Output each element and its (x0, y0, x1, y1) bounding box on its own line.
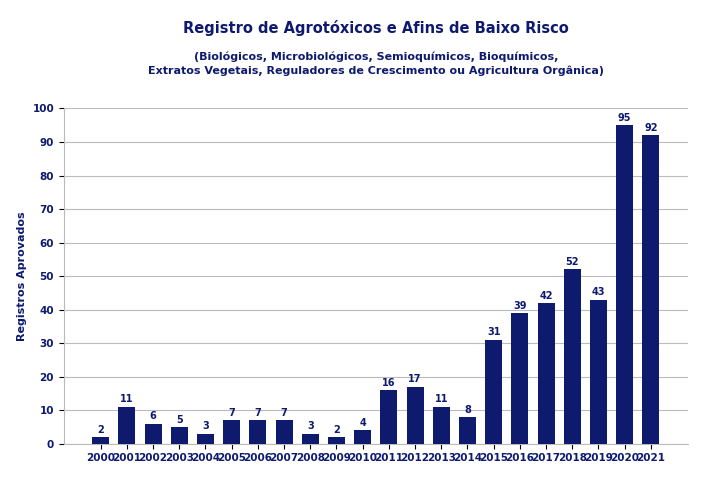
Bar (616, 125, 633, 444)
Text: 17: 17 (408, 374, 422, 385)
Text: 3: 3 (202, 422, 209, 431)
Bar (485, 340, 502, 444)
Text: 2: 2 (97, 424, 104, 435)
Text: Registro de Agrotóxicos e Afins de Baixo Risco: Registro de Agrotóxicos e Afins de Baixo… (183, 20, 569, 35)
Text: 5: 5 (176, 415, 183, 424)
Text: 3: 3 (307, 422, 313, 431)
Bar (459, 417, 476, 444)
Text: (Biológicos, Microbiológicos, Semioquímicos, Bioquímicos,
Extratos Vegetais, Reg: (Biológicos, Microbiológicos, Semioquími… (147, 52, 604, 76)
Bar (118, 407, 135, 444)
Text: 4: 4 (359, 418, 366, 428)
Text: 16: 16 (382, 378, 396, 387)
Text: 31: 31 (487, 327, 501, 337)
Bar (171, 427, 188, 444)
Bar (642, 135, 659, 444)
Text: 7: 7 (281, 408, 287, 418)
Text: 43: 43 (592, 287, 605, 297)
Bar (406, 387, 423, 444)
Text: 11: 11 (120, 394, 133, 404)
Bar (537, 303, 554, 444)
Bar (223, 420, 240, 444)
Y-axis label: Registros Aprovados: Registros Aprovados (17, 211, 27, 341)
Text: 7: 7 (228, 408, 235, 418)
Bar (276, 420, 293, 444)
Text: 52: 52 (566, 257, 579, 267)
Text: 6: 6 (150, 411, 157, 421)
Bar (564, 269, 581, 444)
Bar (590, 300, 607, 444)
Bar (354, 430, 372, 444)
Text: 95: 95 (618, 113, 632, 123)
Text: 2: 2 (333, 424, 340, 435)
Text: 42: 42 (540, 290, 553, 301)
Bar (328, 437, 345, 444)
Bar (92, 437, 109, 444)
Text: 92: 92 (644, 123, 658, 133)
Text: 11: 11 (435, 394, 448, 404)
Text: 8: 8 (464, 405, 471, 415)
Bar (250, 420, 267, 444)
Bar (432, 407, 450, 444)
Bar (511, 313, 528, 444)
Bar (302, 434, 319, 444)
Text: 39: 39 (513, 301, 527, 311)
Bar (380, 390, 397, 444)
Text: 7: 7 (255, 408, 261, 418)
Bar (197, 434, 214, 444)
Bar (145, 423, 162, 444)
